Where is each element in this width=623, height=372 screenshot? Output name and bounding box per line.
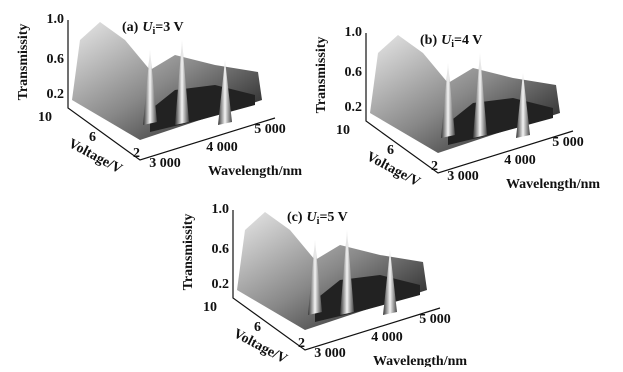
wavelength-tick-label: 3 000 (149, 156, 181, 171)
wavelength-title: Wavelength/nm (208, 164, 302, 179)
voltage-tick-label: 6 (254, 320, 261, 335)
equals: =4 V (454, 33, 482, 48)
panel-letter: (b) (420, 33, 437, 48)
wavelength-tick-label: 5 000 (552, 135, 584, 150)
wavelength-tick-label: 5 000 (254, 122, 286, 137)
voltage-tick-label: 2 (298, 336, 305, 351)
panel-letter: (c) (287, 210, 303, 225)
z-tick-label: 1.0 (212, 202, 230, 217)
panel-label: (c)Ui=5 V (287, 210, 348, 227)
z-title: Transmissity (16, 24, 31, 101)
z-tick-label: 1.0 (47, 12, 65, 27)
voltage-tick-label: 6 (387, 143, 394, 158)
wavelength-title: Wavelength/nm (506, 177, 600, 192)
z-tick-label: 1.0 (345, 25, 363, 40)
panel-label: (b)Ui=4 V (420, 33, 482, 50)
voltage-tick-label: 2 (431, 159, 438, 174)
wavelength-tick-label: 3 000 (447, 169, 479, 184)
wavelength-tick-label: 5 000 (419, 312, 451, 327)
wavelength-tick-label: 4 000 (371, 330, 403, 345)
equals: =5 V (319, 210, 347, 225)
wavelength-title: Wavelength/nm (373, 354, 467, 367)
wavelength-tick-label: 3 000 (314, 346, 346, 361)
panel-label: (a)Ui=3 V (122, 20, 184, 37)
z-tick-label: 0.2 (212, 277, 230, 292)
z-tick-label: 0.6 (47, 52, 65, 67)
z-tick-label: 0.2 (47, 87, 65, 102)
z-title: Transmissity (181, 214, 196, 291)
z-tick-label: 0.6 (212, 242, 230, 257)
z-title: Transmissity (314, 37, 329, 114)
panel-letter: (a) (122, 20, 139, 35)
voltage-tick-label: 10 (203, 300, 217, 315)
voltage-tick-label: 10 (38, 110, 52, 125)
figure: Transmissity1.00.60.21062Voltage/V3 0004… (0, 0, 623, 367)
z-tick-label: 0.6 (345, 65, 363, 80)
voltage-tick-label: 10 (336, 123, 350, 138)
wavelength-tick-label: 4 000 (206, 140, 238, 155)
wavelength-tick-label: 4 000 (504, 153, 536, 168)
voltage-tick-label: 2 (133, 146, 140, 161)
voltage-tick-label: 6 (89, 130, 96, 145)
z-tick-label: 0.2 (345, 100, 363, 115)
equals: =3 V (155, 20, 183, 35)
